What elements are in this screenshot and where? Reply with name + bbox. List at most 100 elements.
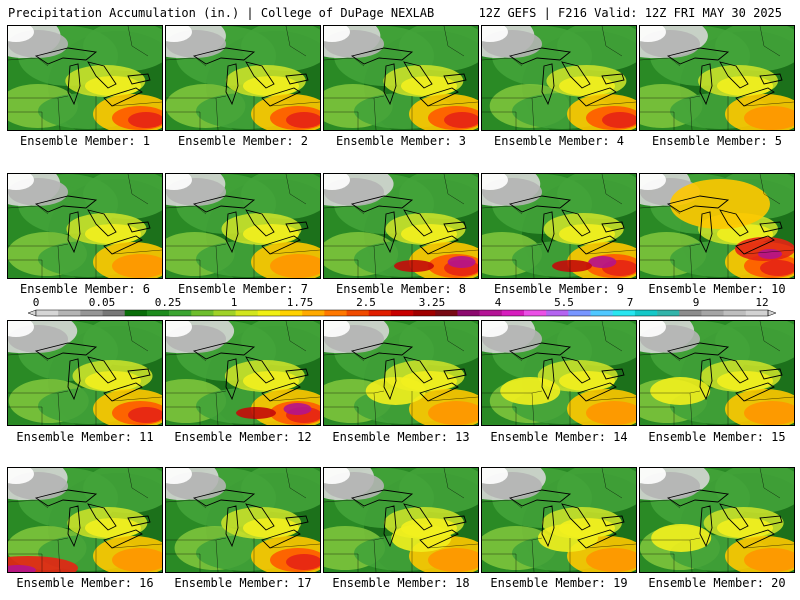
ensemble-member-label: Ensemble Member: 4 xyxy=(480,134,638,148)
colorbar-swatch xyxy=(613,310,635,316)
precip-shading xyxy=(588,256,616,268)
colorbar-max-arrow xyxy=(768,310,776,316)
precip-shading xyxy=(284,403,312,415)
colorbar-swatch xyxy=(280,310,302,316)
precip-shading xyxy=(394,260,434,272)
precip-shading xyxy=(448,256,476,268)
ensemble-member-label: Ensemble Member: 17 xyxy=(164,576,322,590)
ensemble-member-label: Ensemble Member: 20 xyxy=(638,576,796,590)
precipitation-field xyxy=(166,174,320,278)
colorbar-swatch xyxy=(236,310,258,316)
ensemble-member-label: Ensemble Member: 10 xyxy=(638,282,796,296)
ensemble-member-label: Ensemble Member: 9 xyxy=(480,282,638,296)
colorbar-swatch xyxy=(746,310,768,316)
colorbar-swatch xyxy=(524,310,546,316)
colorbar-swatch xyxy=(591,310,613,316)
precip-shading xyxy=(391,524,451,552)
ensemble-member-map xyxy=(639,467,795,573)
colorbar-tick-label: 1 xyxy=(231,296,238,309)
precipitation-field xyxy=(8,321,162,425)
ensemble-member-label: Ensemble Member: 11 xyxy=(6,430,164,444)
colorbar-swatch xyxy=(724,310,746,316)
precipitation-field xyxy=(482,468,636,572)
precipitation-field xyxy=(640,26,794,130)
ensemble-member-map xyxy=(165,320,321,426)
colorbar-swatch xyxy=(679,310,701,316)
colorbar-swatch xyxy=(80,310,102,316)
ensemble-member-map xyxy=(165,173,321,279)
colorbar-tick-label: 0.05 xyxy=(89,296,116,309)
colorbar-min-arrow xyxy=(28,310,36,316)
precipitation-field xyxy=(640,468,794,572)
precip-shading xyxy=(670,179,770,229)
ensemble-member-label: Ensemble Member: 12 xyxy=(164,430,322,444)
colorbar-tick-label: 0 xyxy=(33,296,40,309)
colorbar-swatch xyxy=(125,310,147,316)
colorbar-tick-label: 3.25 xyxy=(419,296,446,309)
precipitation-field xyxy=(8,174,162,278)
colorbar-swatch xyxy=(147,310,169,316)
ensemble-member-map xyxy=(323,467,479,573)
precipitation-field xyxy=(324,468,478,572)
precipitation-field xyxy=(8,26,162,130)
colorbar-swatch xyxy=(502,310,524,316)
colorbar-swatch xyxy=(457,310,479,316)
ensemble-member-map xyxy=(639,173,795,279)
colorbar-tick-label: 5.5 xyxy=(554,296,574,309)
precipitation-field xyxy=(166,321,320,425)
colorbar-swatch xyxy=(347,310,369,316)
ensemble-member-map xyxy=(481,173,637,279)
ensemble-member-map xyxy=(165,467,321,573)
colorbar-tick-label: 9 xyxy=(693,296,700,309)
colorbar-swatch xyxy=(369,310,391,316)
precipitation-field xyxy=(324,321,478,425)
ensemble-member-map xyxy=(165,25,321,131)
ensemble-member-label: Ensemble Member: 7 xyxy=(164,282,322,296)
ensemble-member-map xyxy=(323,25,479,131)
colorbar-swatch xyxy=(103,310,125,316)
ensemble-member-label: Ensemble Member: 16 xyxy=(6,576,164,590)
ensemble-member-label: Ensemble Member: 19 xyxy=(480,576,638,590)
ensemble-member-label: Ensemble Member: 18 xyxy=(322,576,480,590)
colorbar-swatch xyxy=(191,310,213,316)
precip-shading xyxy=(500,377,560,405)
precipitation-field xyxy=(640,174,794,278)
ensemble-member-label: Ensemble Member: 3 xyxy=(322,134,480,148)
precipitation-field xyxy=(640,321,794,425)
colorbar-swatch xyxy=(258,310,280,316)
precipitation-field xyxy=(166,468,320,572)
ensemble-member-label: Ensemble Member: 2 xyxy=(164,134,322,148)
precip-shading xyxy=(552,260,592,272)
precipitation-field xyxy=(482,174,636,278)
model-run-valid-time: 12Z GEFS | F216 Valid: 12Z FRI MAY 30 20… xyxy=(479,6,782,20)
colorbar-tick-label: 4 xyxy=(495,296,502,309)
precip-shading xyxy=(758,249,782,259)
ensemble-member-map xyxy=(639,320,795,426)
colorbar-swatch xyxy=(302,310,324,316)
ensemble-member-label: Ensemble Member: 8 xyxy=(322,282,480,296)
colorbar-swatch xyxy=(324,310,346,316)
colorbar-swatch xyxy=(657,310,679,316)
ensemble-member-map xyxy=(481,467,637,573)
colorbar-tick-label: 7 xyxy=(627,296,634,309)
colorbar-swatch xyxy=(413,310,435,316)
ensemble-member-map xyxy=(481,25,637,131)
precipitation-field xyxy=(324,26,478,130)
precipitation-field xyxy=(482,321,636,425)
colorbar-swatch xyxy=(435,310,457,316)
ensemble-member-label: Ensemble Member: 6 xyxy=(6,282,164,296)
colorbar-swatch xyxy=(701,310,723,316)
ensemble-member-map xyxy=(323,173,479,279)
precipitation-field xyxy=(8,468,162,572)
precipitation-colorbar: 0 0.05 0.25 1 1.75 2.5 3.25 4 5.5 7 9 12 xyxy=(0,296,800,320)
precip-shading xyxy=(236,407,276,419)
ensemble-member-map xyxy=(7,173,163,279)
ensemble-member-map xyxy=(7,25,163,131)
colorbar-tick-label: 1.75 xyxy=(287,296,314,309)
colorbar-tick-label: 12 xyxy=(755,296,768,309)
ensemble-member-label: Ensemble Member: 1 xyxy=(6,134,164,148)
colorbar-swatch xyxy=(546,310,568,316)
precip-shading xyxy=(650,377,710,405)
ensemble-member-map xyxy=(323,320,479,426)
ensemble-member-map xyxy=(639,25,795,131)
